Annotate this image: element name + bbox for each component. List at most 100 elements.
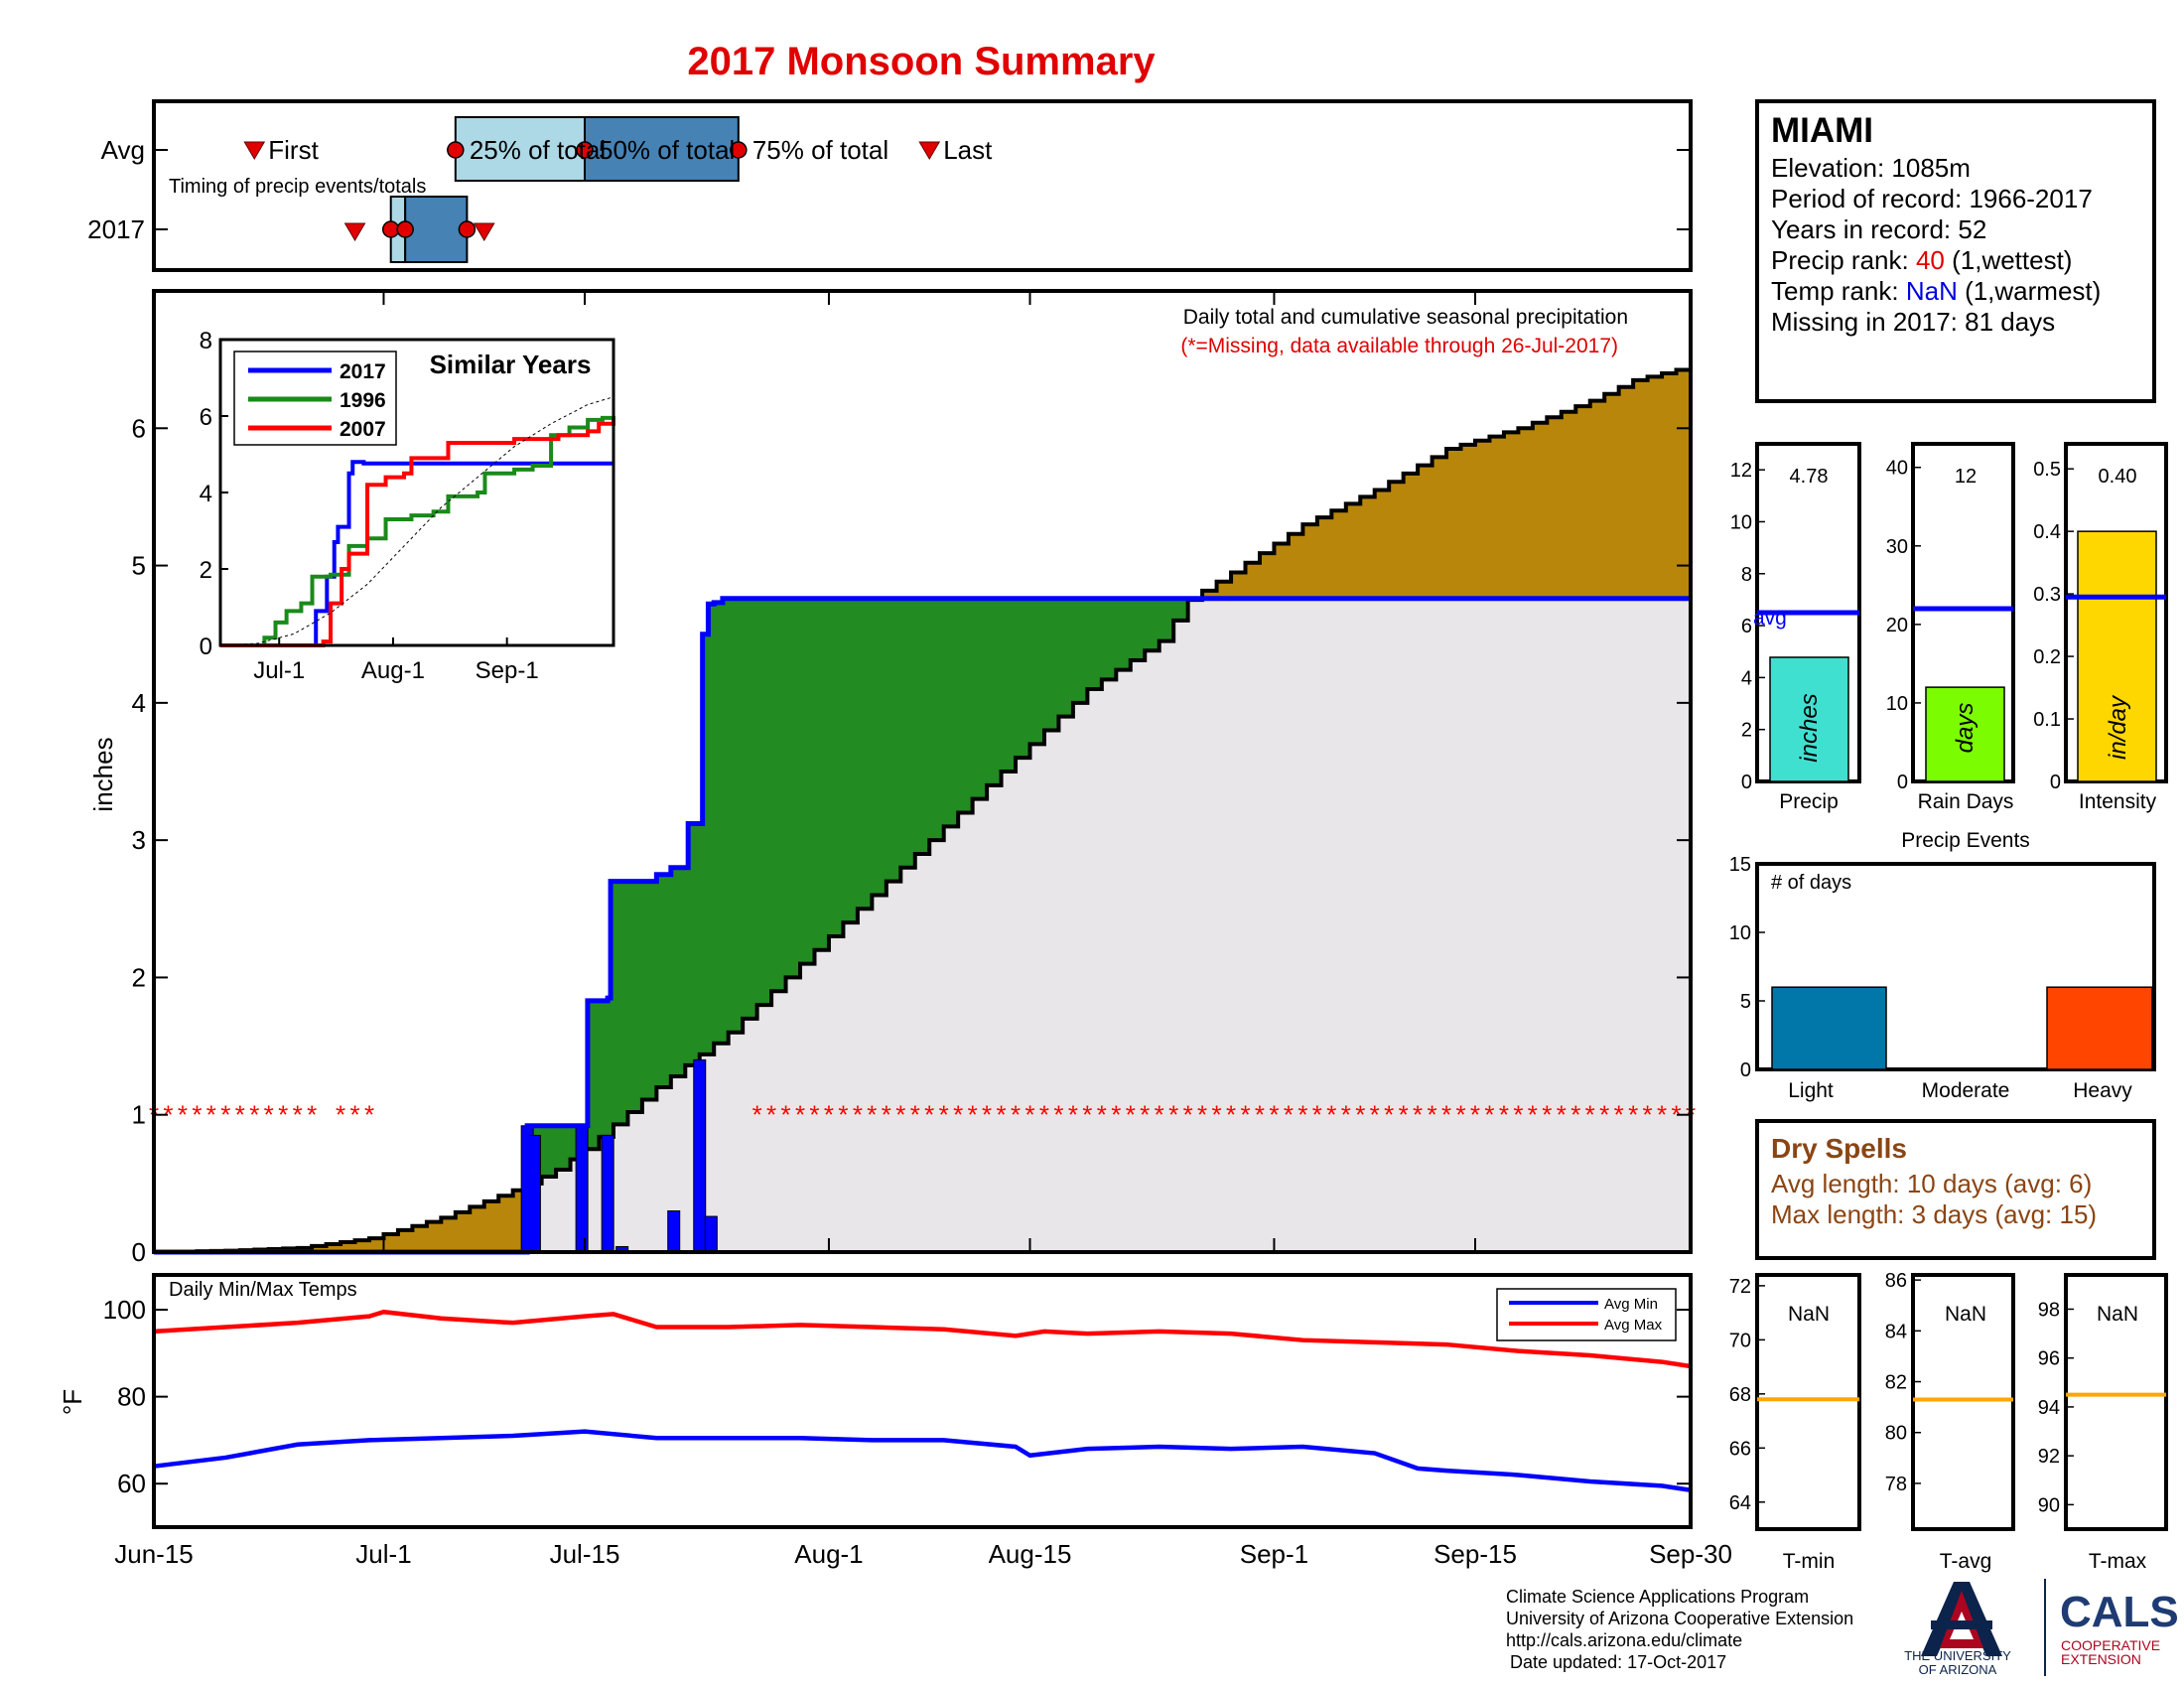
x-tick-label: Sep-1: [1240, 1539, 1308, 1569]
temperature-stat-boxes: 64 66 68 70 72 78 80 82 84 86 90 92 94 96 98 NaN NaN NaN T…: [1729, 1270, 2168, 1573]
ua-logo-a-outer: [1921, 1582, 2002, 1656]
tavg-value: NaN: [1945, 1303, 1986, 1326]
missing-day-marker: *: [1197, 1100, 1207, 1130]
x-tick-label: Jul-15: [550, 1539, 620, 1569]
missing-day-marker: *: [1671, 1100, 1681, 1130]
missing-day-marker: *: [795, 1100, 805, 1130]
cals-logo-subtext-1: COOPERATIVE: [2061, 1637, 2160, 1653]
missing-day-marker: *: [307, 1100, 317, 1130]
precip-rank-value: 40: [1916, 245, 1945, 275]
x-tick-label: Sep-15: [1433, 1539, 1517, 1569]
daily-precip-bar: [575, 1125, 589, 1253]
avg-p50-marker: [576, 141, 594, 159]
temp-legend-box: [1496, 1288, 1677, 1341]
missing-day-marker: *: [1226, 1100, 1236, 1130]
missing-day-marker: *: [1484, 1100, 1494, 1130]
year-p75-marker: [458, 220, 477, 238]
dry-spells-panel: Dry Spells Avg length: 10 days (avg: 6) …: [1755, 1119, 2156, 1260]
daily-precip-bar: [704, 1215, 718, 1253]
temperature-chart: 60 80 100 Daily Min/Max Temps °F Avg Min A…: [58, 1273, 1693, 1529]
temp-box-y-tick-label: 98: [2038, 1299, 2060, 1321]
precip-y-tick-label: 2: [1741, 720, 1752, 742]
temp-box-y-tick-label: 84: [1885, 1321, 1907, 1342]
temp-rank-label: Temp rank:: [1771, 276, 1906, 306]
missing-day-marker: *: [1183, 1100, 1193, 1130]
missing-day-marker: *: [364, 1100, 374, 1130]
intensity-y-tick-label: 0: [2050, 772, 2061, 793]
missing-day-marker: *: [895, 1100, 905, 1130]
year-last-marker: [473, 222, 495, 241]
events-y-tick-label: 10: [1729, 922, 1751, 944]
missing-day-marker: *: [1557, 1100, 1567, 1130]
precip-rank-label: Precip rank:: [1771, 245, 1916, 275]
raindays-stat-value: 12: [1955, 466, 1977, 488]
missing-day-marker: *: [1513, 1100, 1523, 1130]
avg-p25-marker: [447, 141, 465, 159]
temp-y-tick-label: 80: [117, 1382, 146, 1412]
precip-stat-group: 0 2 4 6 8 10 12: [1730, 442, 1861, 793]
cumulative-2017-line: [154, 596, 1691, 1255]
inset-y-tick-label: 8: [200, 328, 212, 354]
missing-day-marker: *: [1011, 1100, 1021, 1130]
intensity-stat-label: Intensity: [2079, 790, 2157, 813]
intensity-stat-group: 0 0.1 0.2 0.3 0.4 0.5: [2033, 442, 2168, 793]
events-label-light: Light: [1788, 1079, 1834, 1102]
footer: Climate Science Applications Program Uni…: [1506, 1579, 2179, 1677]
period-label: Period of record:: [1771, 184, 1969, 213]
y-tick-label: 4: [132, 688, 146, 718]
missing-day-marker: *: [1284, 1100, 1294, 1130]
missing-day-marker: *: [838, 1100, 848, 1130]
dry-spells-avg: Avg length: 10 days (avg: 6): [1771, 1169, 2092, 1198]
missing-day-marker: *: [249, 1100, 259, 1130]
inset-y-tick-label: 6: [200, 404, 212, 431]
missing-day-marker: *: [1269, 1100, 1279, 1130]
intensity-unit-label: in/day: [2105, 694, 2131, 760]
x-tick-label: Jun-15: [114, 1539, 194, 1569]
missing-day-marker: *: [1384, 1100, 1394, 1130]
temp-box-y-tick-label: 92: [2038, 1446, 2060, 1468]
temp-box-y-tick-label: 64: [1729, 1492, 1751, 1514]
precip-events-chart: 0 5 10 15 Precip Events # of days Light Moderat…: [1729, 829, 2156, 1102]
temp-max-line: [153, 1309, 1692, 1369]
missing-day-marker: *: [1168, 1100, 1178, 1130]
events-y-label: # of days: [1771, 872, 1851, 894]
ua-logo-a-bar: [1931, 1620, 1992, 1629]
raindays-y-tick-label: 0: [1897, 772, 1908, 793]
missing-day-marker: *: [824, 1100, 834, 1130]
missing-day-marker: *: [1140, 1100, 1150, 1130]
station-info-panel: MIAMI Elevation: 1085m Period of record:…: [1755, 99, 2156, 403]
footer-date: Date updated: 17-Oct-2017: [1510, 1652, 1726, 1672]
precip-plot-frame: [152, 289, 1693, 1254]
inset-x-tick-label: Sep-1: [476, 657, 539, 684]
inset-y-tick-label: 2: [200, 557, 212, 584]
raindays-stat-group: 0 10 20 30 40: [1886, 442, 2015, 793]
missing-day-marker: *: [192, 1100, 202, 1130]
year-quartile-50-75-box: [404, 196, 469, 263]
missing-day-marker: *: [1240, 1100, 1250, 1130]
year-p50-marker: [396, 220, 414, 238]
precip-chart-note: Daily total and cumulative seasonal prec…: [1183, 306, 1628, 329]
cals-logo-subtext-2: EXTENSION: [2061, 1651, 2141, 1667]
missing-day-marker: *: [853, 1100, 863, 1130]
tmin-label: T-min: [1783, 1550, 1836, 1573]
missing-day-marker: *: [882, 1100, 891, 1130]
tmax-value: NaN: [2097, 1303, 2138, 1326]
missing-day-marker: *: [178, 1100, 188, 1130]
x-tick-label: Aug-1: [794, 1539, 863, 1569]
temp-box-frame: [1911, 1273, 2015, 1531]
p50-label: 50% of total: [599, 135, 735, 165]
intensity-stat-value: 0.40: [2099, 466, 2137, 488]
missing-day-marker: *: [1370, 1100, 1380, 1130]
events-bar-heavy: [2046, 986, 2153, 1070]
temp-box-group-2: 90 92 94 96 98: [2038, 1273, 2168, 1531]
temp-y-axis-label: °F: [58, 1389, 87, 1415]
missing-day-marker: *: [1413, 1100, 1423, 1130]
precip-chart: * * * * * * * * * * * * * * * * * * * * * * * * * * * * * * * * * * * * * * * *…: [88, 289, 1732, 1569]
missing-day-marker: *: [1599, 1100, 1609, 1130]
dry-spells-max: Max length: 3 days (avg: 15): [1771, 1199, 2097, 1229]
station-period: Period of record: 1966-2017: [1771, 184, 2093, 213]
p75-label: 75% of total: [752, 135, 888, 165]
temp-box-y-tick-label: 82: [1885, 1372, 1907, 1394]
below-average-overlap-area: [154, 598, 1691, 1252]
temp-box-y-tick-label: 72: [1729, 1276, 1751, 1298]
